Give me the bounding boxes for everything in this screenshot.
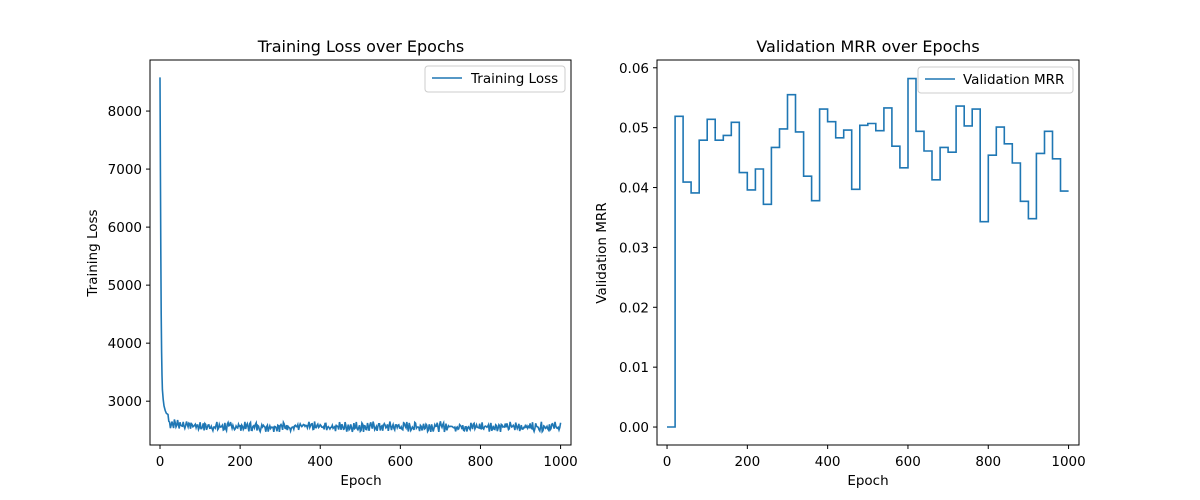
- x-tick-label: 1000: [543, 454, 577, 470]
- legend: Validation MRR: [917, 66, 1074, 94]
- legend-label: Validation MRR: [963, 72, 1064, 88]
- x-tick-label: 400: [307, 454, 333, 470]
- legend: Training Loss: [424, 65, 566, 93]
- x-axis-label: Epoch: [340, 473, 381, 489]
- chart-title: Validation MRR over Epochs: [756, 37, 979, 56]
- x-tick-label: 600: [387, 454, 413, 470]
- x-tick-label: 400: [815, 454, 841, 470]
- x-tick-label: 0: [156, 454, 165, 470]
- y-tick-label: 0.04: [619, 181, 649, 197]
- y-tick-label: 0.03: [619, 240, 649, 256]
- y-tick-label: 0.05: [619, 121, 649, 137]
- legend-box: [917, 66, 1074, 94]
- x-axis-label: Epoch: [847, 473, 888, 489]
- x-tick-label: 0: [663, 454, 672, 470]
- validation-mrr-chart: Validation MRR over Epochs Epoch Validat…: [594, 37, 1086, 489]
- axis-ticks: 0 200 400 600 800 1000 3000 4000 5000 6000 7000 800…: [108, 104, 578, 470]
- x-tick-label: 600: [895, 454, 921, 470]
- legend-label: Training Loss: [470, 71, 558, 87]
- x-tick-label: 200: [227, 454, 253, 470]
- training-loss-chart: Training Loss over Epochs Epoch Training…: [85, 37, 578, 489]
- chart-title: Training Loss over Epochs: [257, 37, 465, 56]
- y-tick-label: 6000: [108, 220, 142, 236]
- y-tick-label: 7000: [108, 162, 142, 178]
- training-loss-line: [159, 77, 562, 435]
- y-axis-label: Validation MRR: [594, 202, 610, 303]
- validation-mrr-line: [667, 77, 1069, 428]
- axis-ticks: 0 200 400 600 800 1000 0.00 0.01 0.02 0.03 0.04 0.0…: [619, 61, 1086, 470]
- x-tick-label: 800: [468, 454, 494, 470]
- y-tick-label: 0.02: [619, 300, 649, 316]
- y-tick-label: 8000: [108, 104, 142, 120]
- x-tick-label: 1000: [1051, 454, 1085, 470]
- x-tick-label: 200: [734, 454, 760, 470]
- y-tick-label: 0.06: [619, 61, 649, 77]
- plot-frame: [149, 59, 572, 446]
- x-tick-label: 800: [975, 454, 1001, 470]
- y-tick-label: 0.01: [619, 360, 649, 376]
- y-tick-label: 3000: [108, 394, 142, 410]
- y-tick-label: 5000: [108, 278, 142, 294]
- y-axis-label: Training Loss: [85, 209, 101, 297]
- y-tick-label: 4000: [108, 336, 142, 352]
- y-tick-label: 0.00: [619, 420, 649, 436]
- plot-frame: [656, 59, 1080, 446]
- legend-box: [424, 65, 566, 93]
